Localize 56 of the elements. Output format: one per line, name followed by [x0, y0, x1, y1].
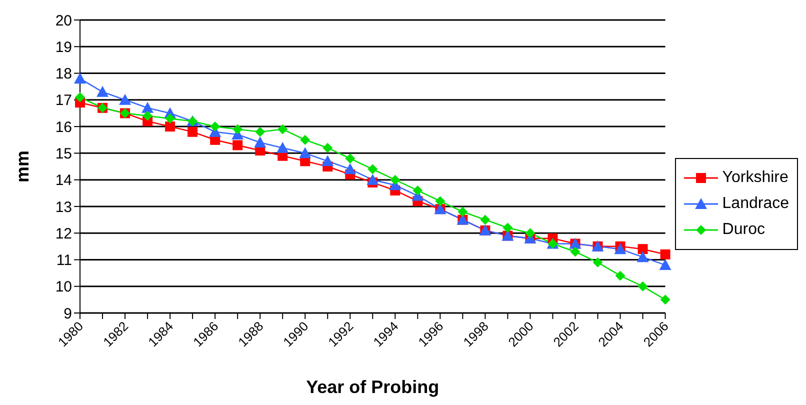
- y-tick-label: 10: [55, 278, 72, 296]
- y-tick-label: 13: [55, 198, 72, 216]
- point: [232, 140, 243, 150]
- y-tick-label: 18: [55, 66, 72, 83]
- point: [592, 257, 603, 268]
- point: [344, 163, 356, 174]
- point: [659, 259, 672, 270]
- point: [638, 281, 648, 292]
- point: [366, 174, 379, 185]
- y-tick-label: 12: [55, 225, 72, 242]
- point: [276, 142, 289, 153]
- y-tick-label: 14: [55, 172, 72, 190]
- point: [232, 124, 243, 134]
- point: [300, 134, 310, 145]
- y-tick-label: 16: [55, 118, 72, 136]
- point: [210, 122, 220, 132]
- point: [96, 86, 109, 97]
- point: [165, 114, 176, 124]
- y-tick-label: 11: [56, 252, 72, 270]
- point: [570, 246, 580, 257]
- point: [255, 126, 266, 137]
- point: [165, 122, 176, 132]
- legend-label: Landrace: [722, 195, 789, 213]
- point: [525, 228, 536, 238]
- point: [614, 243, 626, 254]
- legend-label: Duroc: [722, 221, 765, 239]
- point: [322, 155, 334, 166]
- point: [322, 142, 333, 153]
- y-tick-label: 9: [64, 305, 72, 322]
- point: [278, 124, 288, 134]
- point: [119, 94, 132, 105]
- point: [188, 126, 198, 137]
- y-tick-label: 17: [55, 92, 72, 110]
- point: [345, 154, 356, 164]
- point: [368, 164, 378, 174]
- point: [502, 222, 513, 233]
- y-axis-title: mm: [12, 150, 32, 183]
- legend-label: Yorkshire: [722, 169, 788, 187]
- x-axis-title: Year of Probing: [306, 377, 440, 397]
- point: [254, 136, 266, 148]
- point: [299, 147, 312, 158]
- point: [412, 185, 423, 196]
- point: [636, 251, 649, 262]
- point: [458, 206, 468, 217]
- point: [390, 174, 400, 185]
- point: [142, 102, 154, 113]
- point: [615, 270, 626, 281]
- y-tick-label: 20: [55, 12, 72, 30]
- point: [660, 294, 670, 305]
- y-tick-label: 19: [55, 38, 72, 56]
- point: [435, 196, 446, 206]
- point: [480, 214, 490, 225]
- y-tick-label: 15: [55, 146, 72, 163]
- point: [638, 244, 648, 254]
- point: [660, 249, 670, 260]
- point: [142, 110, 153, 121]
